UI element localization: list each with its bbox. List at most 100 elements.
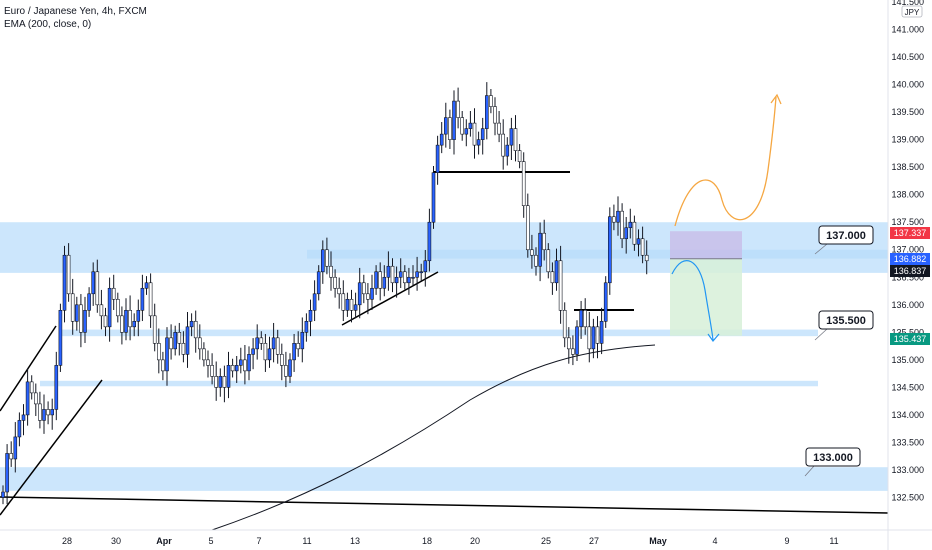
candle (288, 353, 292, 383)
candle-down (460, 117, 465, 135)
candle (501, 119, 506, 170)
candle-down (275, 337, 280, 355)
candle (443, 102, 448, 148)
zone-label-pointer (804, 465, 815, 477)
candle-up (579, 310, 583, 328)
candle (87, 287, 91, 317)
x-tick-label: 25 (541, 536, 551, 546)
candle (583, 298, 588, 335)
candle-up (398, 271, 403, 278)
candle (99, 289, 104, 330)
y-tick-label: 139.000 (891, 135, 924, 145)
candle-up (42, 409, 46, 421)
base-trend-line (0, 496, 889, 514)
candle (386, 251, 391, 291)
candle-down (95, 271, 100, 306)
candle (189, 313, 194, 337)
candle (25, 368, 30, 426)
candle-up (17, 420, 22, 438)
candle (247, 346, 251, 381)
candle (607, 207, 612, 295)
candle-up (607, 216, 612, 284)
candle-up (603, 282, 608, 322)
candle-up (91, 271, 95, 295)
candle-up (370, 287, 374, 300)
zone-label-box (818, 225, 874, 245)
candle-down (566, 337, 571, 350)
candle (366, 283, 370, 315)
wedge-trend-line (341, 271, 439, 326)
candle-up (140, 287, 145, 311)
candle (591, 318, 596, 359)
candle-up (353, 304, 358, 311)
candle-down (534, 254, 538, 267)
x-tick-label: 20 (470, 536, 480, 546)
y-tick-label: 140.000 (891, 80, 924, 90)
candle (218, 368, 223, 397)
candle (603, 276, 608, 328)
candle-up (435, 144, 440, 173)
candle (505, 137, 510, 166)
candle (575, 320, 579, 361)
candle (21, 404, 26, 436)
candle (144, 276, 149, 295)
candle-up (374, 271, 378, 289)
x-tick-label: Apr (156, 536, 172, 546)
candle-down (230, 365, 235, 372)
candle (181, 331, 186, 363)
candle-up (312, 293, 317, 311)
candle (54, 351, 59, 421)
candle (75, 296, 79, 331)
candle (95, 259, 100, 313)
candle-up (107, 287, 112, 328)
candle-down (632, 221, 637, 245)
candle-up (87, 293, 91, 311)
candle-down (525, 205, 530, 251)
candle (116, 292, 120, 323)
candle (148, 273, 153, 328)
bearish-arrowhead (707, 333, 720, 342)
candle-down (542, 232, 547, 251)
candle (292, 333, 296, 372)
candle-down (198, 337, 202, 350)
candle-up (439, 133, 444, 146)
candle-down (378, 271, 383, 289)
candle (542, 219, 547, 261)
candle-up (316, 271, 321, 295)
candle-up (415, 271, 419, 278)
candle-up (468, 122, 473, 129)
candle (128, 295, 132, 341)
candle (29, 375, 34, 400)
candle-up (304, 321, 309, 333)
candle (382, 265, 387, 297)
candle (210, 353, 214, 385)
candle-up (476, 139, 481, 146)
candle-up (1, 491, 5, 498)
candle (312, 280, 317, 322)
y-tick-label: 141.000 (891, 25, 924, 35)
candle (636, 229, 641, 257)
candle-down (497, 122, 501, 135)
candle-down (402, 271, 407, 284)
y-tick-label: 137.500 (891, 217, 924, 227)
candle (407, 267, 411, 295)
y-tick-label: 139.500 (891, 107, 924, 117)
candle (9, 441, 13, 467)
candle (17, 412, 22, 447)
candle-down (546, 249, 551, 273)
candle (341, 280, 346, 322)
candle (169, 324, 173, 360)
candle (206, 350, 210, 378)
candle (140, 274, 145, 322)
candle-down (558, 260, 563, 311)
candle (452, 90, 456, 155)
x-tick-label: 9 (784, 536, 789, 546)
candle-up (144, 282, 149, 289)
y-tick-label: 135.000 (891, 355, 924, 365)
y-tick-label: 133.500 (891, 437, 924, 447)
candle (435, 135, 440, 185)
candle (177, 322, 182, 356)
candle-up (185, 326, 190, 355)
